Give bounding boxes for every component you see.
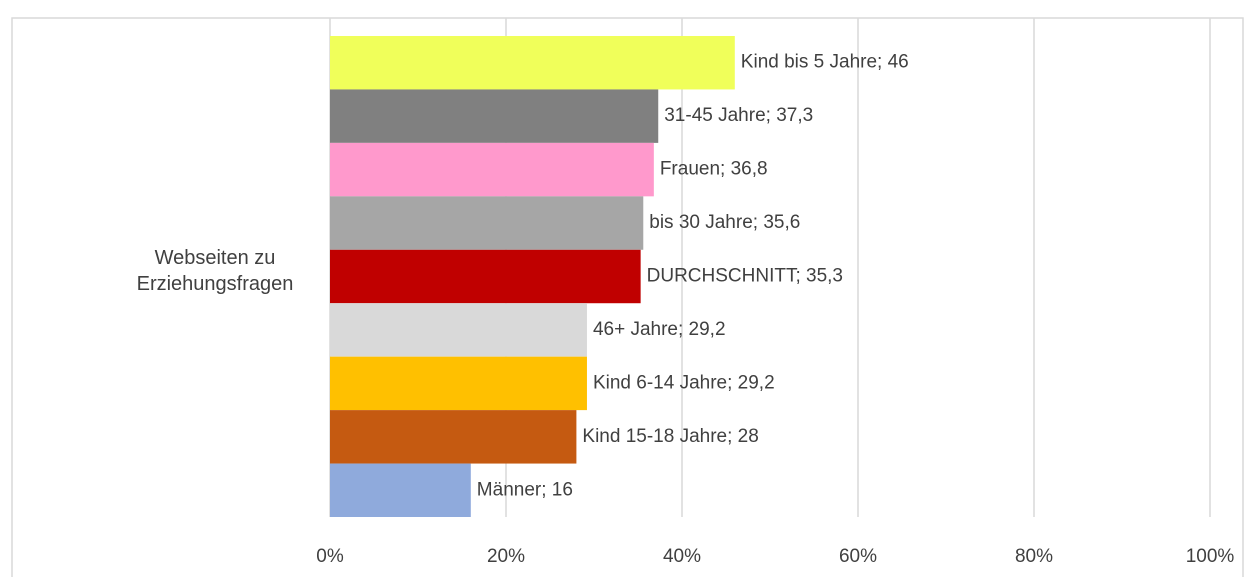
bar [330,249,641,304]
bar [330,303,587,357]
chart-frame [11,17,1244,577]
x-tick-label: 60% [839,546,877,567]
bar [330,410,577,464]
category-label: Webseiten zu Erziehungsfragen [136,247,294,295]
data-label: Kind 6-14 Jahre; 29,2 [593,372,775,393]
data-label: Frauen; 36,8 [660,159,768,180]
data-label: bis 30 Jahre; 35,6 [649,212,800,233]
data-label: 31-45 Jahre; 37,3 [664,105,813,126]
data-label: Männer; 16 [477,479,573,500]
x-tick-label: 100% [1186,546,1235,567]
bar [330,36,735,90]
data-label: Kind 15-18 Jahre; 28 [582,426,758,447]
x-tick-label: 0% [316,546,344,567]
x-tick-label: 20% [487,546,525,567]
x-tick-label: 80% [1015,546,1053,567]
bar [330,463,471,517]
data-label: 46+ Jahre; 29,2 [593,319,726,340]
bar [330,356,587,411]
data-label: Kind bis 5 Jahre; 46 [741,52,909,73]
x-tick-label: 40% [663,546,701,567]
data-label: DURCHSCHNITT; 35,3 [647,266,843,287]
bar [330,142,654,197]
bar [330,89,659,143]
bar [330,196,644,250]
